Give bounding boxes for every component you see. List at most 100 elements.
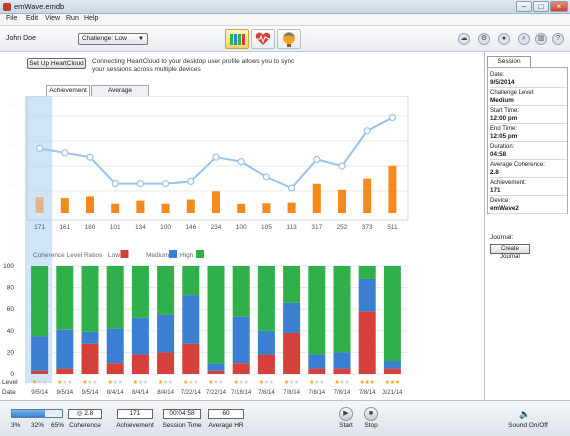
medium-segment	[81, 331, 99, 344]
menu-edit[interactable]: Edit	[26, 15, 39, 22]
level-star: ★	[319, 379, 324, 386]
search-icon[interactable]: ⌕	[518, 33, 530, 45]
session-time-label: Session Time	[162, 422, 202, 429]
book-icon[interactable]: ▥	[535, 33, 547, 45]
heartcloud-icon[interactable]: ☁	[458, 33, 470, 45]
date-tick-label: 7/8/14	[283, 390, 300, 396]
session-detail-row: End Time: 12:05 pm	[490, 126, 567, 142]
heart-rhythm-button[interactable]	[251, 29, 275, 49]
coherence-point	[262, 173, 270, 181]
session-detail-row: Device: emWave2	[490, 198, 567, 214]
status-bar: 3% 32% 65% ◎ 2.8 Coherence 171 Achieveme…	[0, 400, 570, 436]
date-tick-label: 9/5/14	[82, 390, 99, 396]
achievement-value: 171	[117, 409, 153, 419]
level-star: ★	[57, 379, 62, 386]
date-tick-label: 3/21/14	[382, 390, 403, 396]
achievement-tick-label: 171	[34, 224, 45, 231]
stop-label: Stop	[364, 422, 378, 429]
low-segment	[333, 368, 351, 374]
session-detail-value: 2.8	[490, 169, 499, 176]
level-star: ★	[143, 379, 148, 386]
medium-segment	[131, 317, 149, 355]
maximize-icon[interactable]: □	[533, 1, 549, 12]
high-segment	[257, 266, 275, 331]
level-star: ★	[365, 379, 370, 386]
level-star: ★	[62, 379, 67, 386]
sensor-icon[interactable]: ●	[498, 33, 510, 45]
stop-button[interactable]: ■	[364, 407, 378, 421]
level-star: ★	[339, 379, 344, 386]
axis-tick: -	[10, 162, 12, 168]
achievement-label: Achievement	[116, 422, 154, 429]
level-star: ★	[82, 379, 87, 386]
menu-help[interactable]: Help	[84, 15, 99, 22]
menu-run[interactable]: Run	[66, 15, 79, 22]
high-segment	[308, 266, 326, 355]
session-detail-label: Achievement:	[490, 180, 527, 186]
coherence-ratios-title: Coherence Level Ratios	[33, 252, 103, 259]
history-view-button[interactable]	[225, 29, 249, 49]
high-segment	[81, 266, 99, 332]
achievement-bar	[237, 203, 246, 213]
level-star: ★	[284, 379, 289, 386]
achievement-bar	[212, 191, 220, 213]
session-detail-value: 12:00 pm	[490, 115, 518, 122]
tab-achievement[interactable]: Achievement	[46, 85, 90, 96]
speaker-icon[interactable]: 🔈	[519, 409, 531, 419]
coherence-point	[86, 153, 94, 161]
date-tick-label: 7/22/14	[206, 390, 227, 396]
session-detail-label: Challenge Level:	[490, 90, 535, 96]
session-detail-label: Device:	[490, 198, 511, 204]
low-segment	[157, 352, 175, 374]
medium-segment	[358, 278, 376, 312]
start-label: Start	[339, 422, 353, 429]
level-star: ★	[163, 379, 168, 386]
menu-bar: File Edit View Run Help	[0, 14, 570, 26]
minimize-icon[interactable]: –	[516, 1, 532, 12]
user-settings-icon[interactable]: ⚙	[478, 33, 490, 45]
date-tick-label: 7/18/14	[231, 390, 252, 396]
medium-segment	[207, 363, 225, 371]
app-icon	[3, 3, 11, 11]
tab-average-coherence[interactable]: Average Coherence	[91, 85, 149, 104]
chevron-down-icon: ▼	[138, 36, 144, 42]
balloon-game-button[interactable]	[277, 29, 301, 49]
menu-file[interactable]: File	[6, 15, 18, 22]
coherence-point	[237, 157, 245, 166]
achievement-tick-label: 134	[135, 224, 146, 231]
level-star: ★	[32, 379, 37, 386]
ratio-axis-tick: 0	[10, 371, 14, 378]
achievement-bar	[363, 178, 372, 213]
level-star: ★	[168, 379, 173, 386]
achievement-tick-label: 100	[236, 224, 247, 231]
axis-tick: -	[10, 182, 12, 188]
tab-session[interactable]: Session	[487, 56, 531, 67]
level-star: ★	[289, 379, 294, 386]
close-icon[interactable]: ×	[550, 1, 568, 12]
level-star: ★	[234, 379, 239, 386]
legend-label: Low	[108, 252, 120, 259]
achievement-tick-label: 105	[261, 224, 272, 231]
medium-segment	[106, 328, 124, 364]
menu-view[interactable]: View	[45, 15, 61, 22]
challenge-value: Challenge: Low	[82, 35, 127, 42]
level-star: ★	[264, 379, 269, 386]
low-percent: 3%	[11, 422, 21, 429]
level-star: ★	[395, 379, 400, 386]
create-journal-button[interactable]: Create Journal	[490, 244, 530, 260]
level-star: ★	[344, 379, 349, 386]
medium-segment	[308, 354, 326, 369]
stop-icon: ■	[368, 410, 374, 417]
help-icon[interactable]: ?	[552, 33, 564, 45]
date-tick-label: 7/8/14	[308, 390, 325, 396]
level-star: ★	[239, 379, 244, 386]
level-star: ★	[314, 379, 319, 386]
date-tick-label: 7/22/14	[181, 390, 202, 396]
level-star: ★	[118, 379, 123, 386]
date-tick-label: 9/5/14	[56, 390, 73, 396]
achievement-bar	[136, 200, 145, 213]
start-button[interactable]: ▶	[339, 407, 353, 421]
challenge-select[interactable]: Challenge: Low ▼	[78, 33, 148, 45]
setup-heartcloud-button[interactable]: Set Up HeartCloud	[27, 58, 86, 69]
user-name: John Doe	[6, 35, 36, 42]
